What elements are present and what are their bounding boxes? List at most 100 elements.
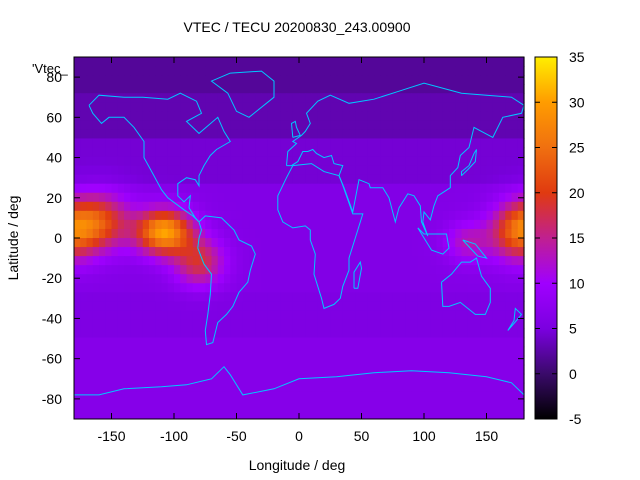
heatmap-cell <box>111 265 119 275</box>
heatmap-cell <box>249 292 256 302</box>
heatmap-cell <box>199 301 206 311</box>
heatmap-cell <box>374 129 381 140</box>
heatmap-cell <box>136 283 144 293</box>
heatmap-grid <box>0 57 530 480</box>
heatmap-cell <box>261 102 269 112</box>
heatmap-cell <box>180 84 188 94</box>
heatmap-cell <box>142 400 150 411</box>
heatmap-cell <box>442 256 450 266</box>
heatmap-cell <box>142 183 150 194</box>
heatmap-cell <box>261 373 269 384</box>
heatmap-cell <box>242 156 250 167</box>
heatmap-cell <box>180 400 188 411</box>
heatmap-cell <box>186 238 194 248</box>
heatmap-cell <box>492 337 500 348</box>
heatmap-cell <box>449 283 456 293</box>
heatmap-cell <box>292 310 300 321</box>
heatmap-cell <box>261 228 269 239</box>
heatmap-cell <box>161 156 169 167</box>
heatmap-cell <box>186 319 194 330</box>
heatmap-cell <box>199 319 206 330</box>
heatmap-cell <box>274 400 281 411</box>
heatmap-cell <box>442 337 450 348</box>
heatmap-cell <box>217 156 225 167</box>
heatmap-cell <box>136 210 144 221</box>
heatmap-cell <box>230 265 238 275</box>
heatmap-cell <box>517 165 525 176</box>
heatmap-cell <box>236 66 244 76</box>
heatmap-cell <box>217 391 225 402</box>
heatmap-cell <box>280 391 288 402</box>
heatmap-cell <box>299 192 306 203</box>
heatmap-cell <box>455 409 463 420</box>
heatmap-cell <box>342 265 350 275</box>
heatmap-cell <box>130 147 138 158</box>
heatmap-cell <box>361 156 369 167</box>
heatmap-cell <box>386 238 394 248</box>
heatmap-cell <box>511 328 519 339</box>
heatmap-cell <box>449 102 456 112</box>
heatmap-cell <box>124 391 131 402</box>
heatmap-cell <box>286 310 294 321</box>
heatmap-cell <box>361 138 369 149</box>
x-tick-label: 100 <box>412 428 436 444</box>
heatmap-cell <box>192 256 200 266</box>
heatmap-cell <box>474 183 481 194</box>
heatmap-cell <box>261 210 269 221</box>
heatmap-cell <box>311 364 319 375</box>
heatmap-cell <box>80 174 88 185</box>
heatmap-cell <box>424 129 431 140</box>
heatmap-cell <box>474 138 481 149</box>
heatmap-cell <box>99 228 106 239</box>
heatmap-cell <box>86 346 94 357</box>
heatmap-cell <box>511 301 519 311</box>
heatmap-cell <box>205 328 213 339</box>
heatmap-cell <box>424 301 431 311</box>
heatmap-cell <box>455 274 463 284</box>
heatmap-cell <box>136 274 144 284</box>
heatmap-cell <box>305 337 313 348</box>
heatmap-cell <box>199 120 206 130</box>
heatmap-cell <box>124 156 131 167</box>
heatmap-cell <box>261 138 269 149</box>
heatmap-cell <box>205 238 213 248</box>
heatmap-cell <box>317 84 325 94</box>
heatmap-cell <box>380 129 388 140</box>
heatmap-cell <box>236 75 244 85</box>
heatmap-cell <box>305 57 313 67</box>
heatmap-cell <box>499 111 506 121</box>
heatmap-cell <box>305 174 313 185</box>
heatmap-cell <box>417 265 425 275</box>
heatmap-cell <box>317 228 325 239</box>
heatmap-cell <box>105 57 113 67</box>
heatmap-cell <box>380 364 388 375</box>
heatmap-cell <box>517 201 525 212</box>
colorbar-tick-label: 0 <box>569 366 577 382</box>
heatmap-cell <box>80 238 88 248</box>
heatmap-cell <box>111 165 119 176</box>
heatmap-cell <box>430 409 438 420</box>
heatmap-cell <box>480 84 488 94</box>
heatmap-cell <box>149 274 156 284</box>
heatmap-cell <box>267 84 275 94</box>
heatmap-cell <box>167 165 175 176</box>
heatmap-cell <box>505 364 513 375</box>
heatmap-cell <box>105 192 113 203</box>
heatmap-cell <box>299 400 306 411</box>
heatmap-cell <box>361 102 369 112</box>
heatmap-cell <box>174 66 181 76</box>
heatmap-cell <box>230 228 238 239</box>
heatmap-cell <box>130 391 138 402</box>
heatmap-cell <box>486 57 494 67</box>
heatmap-cell <box>292 373 300 384</box>
heatmap-cell <box>411 328 419 339</box>
heatmap-cell <box>455 247 463 257</box>
heatmap-cell <box>474 84 481 94</box>
heatmap-cell <box>142 256 150 266</box>
heatmap-cell <box>349 174 356 185</box>
heatmap-cell <box>430 292 438 302</box>
heatmap-cell <box>274 147 281 158</box>
heatmap-cell <box>105 111 113 121</box>
heatmap-cell <box>392 129 400 140</box>
heatmap-cell <box>324 409 331 420</box>
